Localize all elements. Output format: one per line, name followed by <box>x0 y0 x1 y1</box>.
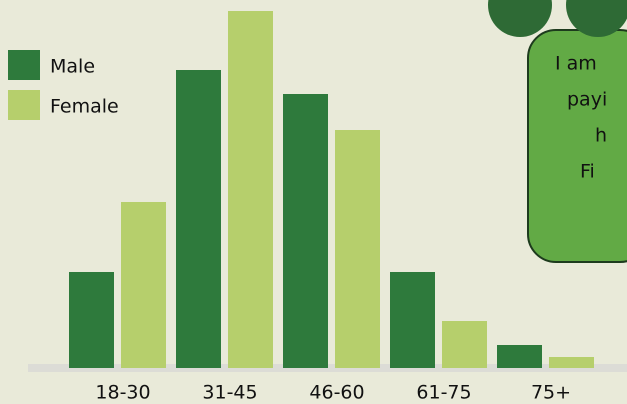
bubble-text: h <box>595 125 607 147</box>
bar <box>549 357 594 368</box>
x-tick-label: 61-75 <box>416 382 471 404</box>
bar <box>69 272 114 368</box>
bubble-text: payi <box>567 89 607 111</box>
bar <box>390 272 435 368</box>
bar <box>121 202 166 368</box>
bubble-text: I am <box>555 53 597 75</box>
bar <box>283 94 328 368</box>
bar <box>228 11 273 368</box>
legend-swatch <box>8 90 40 120</box>
bubble-text: Fi <box>580 161 595 183</box>
bar <box>176 70 221 368</box>
x-tick-label: 75+ <box>531 382 571 404</box>
bar <box>442 321 487 368</box>
x-tick-label: 31-45 <box>202 382 257 404</box>
bar <box>335 130 380 368</box>
x-tick-label: 46-60 <box>309 382 364 404</box>
legend-label: Female <box>50 96 119 118</box>
bubble-circle <box>488 0 552 37</box>
legend-swatch <box>8 50 40 80</box>
bar <box>497 345 542 368</box>
bubble-circle <box>566 0 627 37</box>
x-tick-label: 18-30 <box>95 382 150 404</box>
legend-label: Male <box>50 56 95 78</box>
